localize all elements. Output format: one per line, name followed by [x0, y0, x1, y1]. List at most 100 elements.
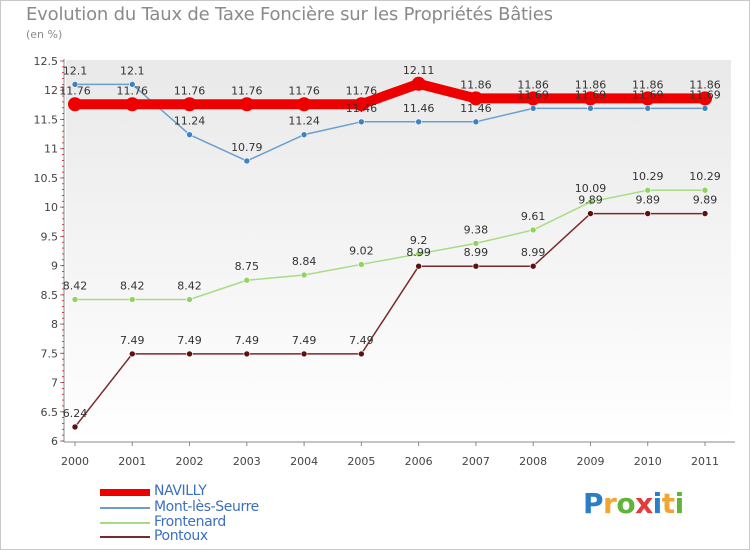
- x-tick-label: 2006: [405, 455, 433, 468]
- data-label: 8.42: [63, 280, 88, 293]
- y-tick-label: 7.5: [41, 347, 59, 360]
- data-label: 9.89: [578, 194, 603, 207]
- y-tick-label: 6.5: [41, 406, 59, 419]
- data-point: [239, 97, 254, 112]
- y-tick-label: 10: [44, 201, 58, 214]
- data-label: 10.29: [632, 170, 664, 183]
- proxiti-logo: Proxiti: [583, 487, 684, 520]
- data-point: [698, 91, 712, 106]
- data-label: 9.89: [693, 194, 718, 207]
- data-label: 11.86: [517, 78, 549, 91]
- data-label: 9.2: [410, 234, 428, 247]
- x-tick-label: 2003: [233, 455, 261, 468]
- data-point: [415, 250, 422, 258]
- data-label: 8.42: [120, 280, 145, 293]
- data-label: 9.89: [635, 194, 660, 207]
- data-label: 7.49: [349, 334, 374, 347]
- y-tick-label: 12: [44, 84, 58, 97]
- logo-letter: P: [583, 487, 604, 520]
- data-label: 12.1: [120, 64, 145, 77]
- data-point: [182, 97, 197, 112]
- data-label: 11.69: [517, 88, 549, 101]
- data-label: 11.76: [59, 84, 91, 97]
- x-tick-label: 2002: [176, 455, 204, 468]
- y-tick-label: 9.5: [41, 230, 59, 243]
- data-point: [468, 91, 483, 106]
- data-label: 7.49: [292, 334, 317, 347]
- data-point: [243, 157, 251, 165]
- legend-label-pontoux: Pontoux: [154, 528, 208, 544]
- legend-swatch-navilly: [100, 489, 150, 496]
- x-tick-label: 2008: [519, 455, 547, 468]
- series-line-1: [75, 83, 705, 162]
- logo-letter: o: [616, 487, 636, 520]
- data-label: 11.24: [174, 115, 206, 128]
- chart-subtitle: (en %): [26, 28, 63, 41]
- x-tick-label: 2011: [691, 455, 719, 468]
- data-label: 7.49: [177, 334, 202, 347]
- data-label: 11.76: [346, 84, 378, 97]
- x-tick-label: 2004: [290, 455, 318, 468]
- data-point: [415, 262, 422, 270]
- x-tick-label: 2001: [118, 455, 146, 468]
- data-label: 9.38: [464, 223, 489, 236]
- y-tick-label: 11.5: [34, 113, 59, 126]
- data-label: 11.76: [117, 84, 149, 97]
- data-point: [526, 91, 541, 106]
- x-tick-label: 2005: [347, 455, 375, 468]
- data-point: [640, 91, 655, 106]
- data-point: [186, 350, 193, 358]
- data-point: [583, 91, 598, 106]
- data-point: [529, 226, 537, 234]
- data-point: [71, 81, 79, 88]
- data-label: 11.24: [288, 115, 320, 128]
- legend-swatch-frontenard: [100, 522, 150, 524]
- x-tick-label: 2000: [61, 455, 89, 468]
- data-point: [243, 350, 251, 358]
- x-tick-label: 2009: [576, 455, 604, 468]
- x-tick-label: 2007: [462, 455, 490, 468]
- data-label: 12.1: [63, 64, 88, 77]
- logo-letter: r: [603, 487, 617, 520]
- data-label: 12.11: [403, 64, 435, 77]
- data-point: [300, 271, 308, 279]
- legend-swatch-mont-les-seurre: [100, 507, 150, 509]
- logo-letter: i: [652, 487, 663, 520]
- data-label: 11.69: [575, 88, 607, 101]
- data-point: [71, 296, 79, 303]
- data-label: 11.46: [346, 102, 378, 115]
- data-point: [128, 296, 136, 303]
- data-label: 11.76: [174, 84, 206, 97]
- data-point: [358, 350, 365, 358]
- data-label: 8.75: [235, 260, 260, 273]
- data-point: [472, 240, 480, 247]
- data-point: [411, 76, 426, 91]
- logo-letter: t: [661, 487, 675, 520]
- data-point: [358, 118, 365, 126]
- data-label: 9.61: [521, 210, 546, 223]
- logo-letter: i: [674, 487, 685, 520]
- y-tick-label: 8.5: [41, 289, 59, 302]
- series-line-3: [74, 212, 705, 428]
- data-label: 8.42: [177, 280, 202, 293]
- legend-swatch-pontoux: [100, 536, 150, 538]
- data-point: [472, 118, 480, 126]
- data-label: 8.99: [521, 246, 546, 259]
- data-point: [68, 97, 82, 112]
- data-label: 11.46: [460, 102, 492, 115]
- data-label: 11.69: [689, 88, 721, 101]
- x-tick-label: 2010: [634, 455, 662, 468]
- data-label: 11.86: [575, 78, 607, 91]
- data-point: [701, 105, 709, 112]
- data-label: 11.86: [632, 78, 664, 91]
- data-point: [300, 131, 308, 138]
- data-point: [701, 186, 709, 194]
- logo-letter: x: [635, 487, 653, 520]
- data-point: [358, 261, 365, 268]
- data-point: [529, 105, 537, 112]
- data-point: [71, 423, 79, 431]
- data-point: [587, 198, 594, 206]
- data-point: [186, 131, 193, 138]
- y-tick-label: 7: [51, 377, 58, 390]
- data-point: [587, 105, 594, 112]
